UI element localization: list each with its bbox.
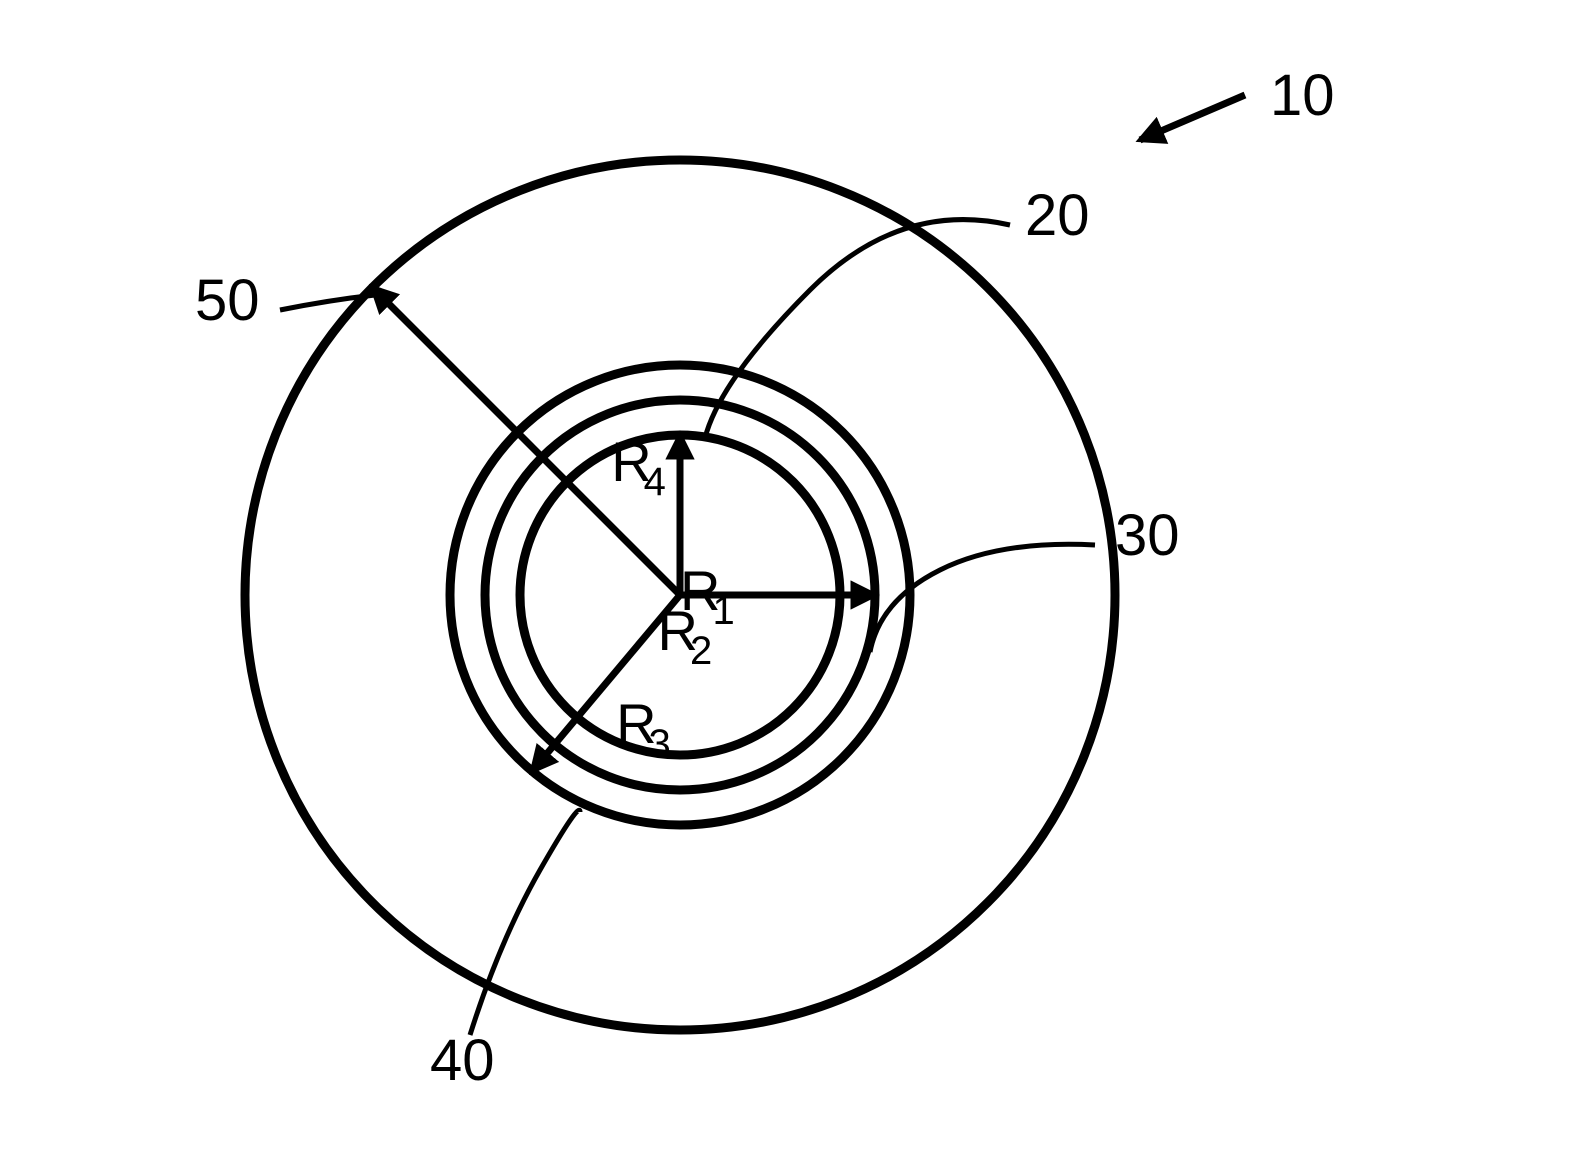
ref-num-n10: 10 bbox=[1270, 63, 1335, 128]
ref-num-n40: 40 bbox=[430, 1028, 495, 1093]
leader-n20 bbox=[705, 220, 1010, 438]
radius-label-sub-r2: 2 bbox=[690, 629, 712, 673]
ref-num-n20: 20 bbox=[1025, 183, 1090, 248]
ref-num-n50: 50 bbox=[195, 268, 260, 333]
ref-num-n30: 30 bbox=[1115, 503, 1180, 568]
radius-label-sub-r3: 3 bbox=[649, 722, 671, 766]
leader-arrow-n10 bbox=[1140, 95, 1245, 140]
radius-label-sub-r4: 4 bbox=[644, 460, 666, 504]
